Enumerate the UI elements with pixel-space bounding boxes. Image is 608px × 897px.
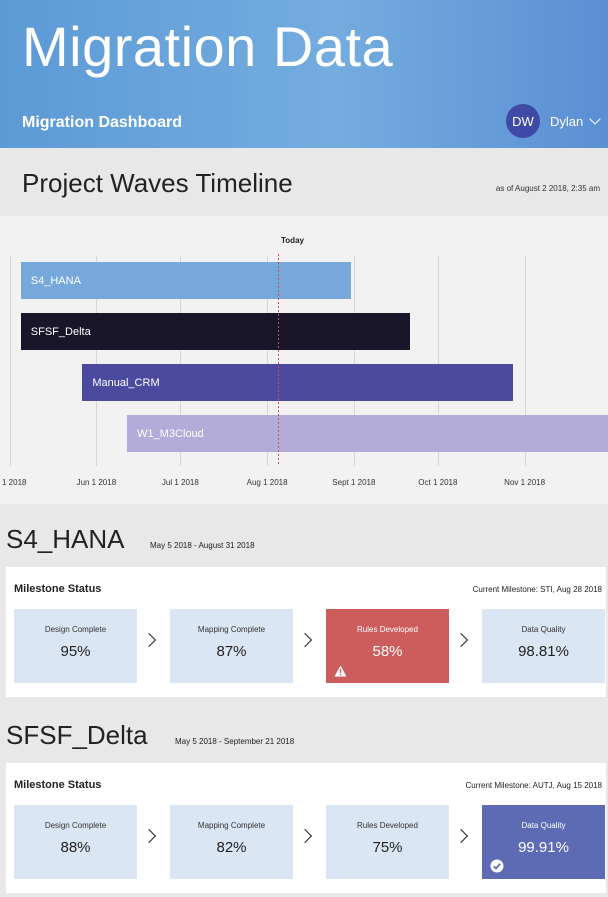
milestone-value: 82% [216, 839, 247, 856]
milestone-label: Mapping Complete [197, 625, 266, 634]
milestone-label: Mapping Complete [197, 821, 266, 830]
milestone-title: Milestone Status [14, 583, 102, 595]
milestone-value: 87% [216, 643, 247, 660]
as-of-timestamp: as of August 2 2018, 2:35 am [495, 184, 600, 193]
milestone-tile[interactable]: Mapping Complete 82% [170, 805, 293, 879]
milestone-title: Milestone Status [14, 779, 102, 791]
timeline-bar[interactable]: Manual_CRM [82, 364, 514, 401]
user-name[interactable]: Dylan [550, 113, 584, 129]
milestone-card: Milestone Status Current Milestone: AUTJ… [6, 763, 606, 893]
milestone-label: Data Quality [521, 821, 566, 830]
milestone-value: 58% [372, 643, 403, 660]
project-dates: May 5 2018 - August 31 2018 [150, 541, 255, 550]
milestone-label: Rules Developed [357, 821, 418, 830]
axis-tick-label: Jul 1 2018 [161, 478, 199, 487]
milestone-tile[interactable]: Mapping Complete 87% [170, 609, 293, 683]
axis-tick-label: Jun 1 2018 [76, 478, 117, 487]
user-menu[interactable]: DW Dylan [506, 104, 601, 138]
chevron-down-icon[interactable] [589, 112, 601, 125]
page-title: Project Waves Timeline [22, 168, 293, 198]
timeline-grid [10, 256, 526, 466]
check-circle-icon [490, 859, 504, 873]
today-label: Today [281, 236, 304, 245]
axis-tick-label: Sept 1 2018 [332, 478, 376, 487]
milestone-value: 99.91% [518, 839, 569, 856]
axis-tick-label: 1 2018 [2, 478, 27, 487]
axis-tick-label: Nov 1 2018 [504, 478, 546, 487]
project-name: SFSF_Delta [6, 720, 148, 750]
dashboard-title[interactable]: Migration Dashboard [22, 114, 183, 131]
chevron-right-icon [297, 632, 313, 648]
header-banner: Migration Data Migration Dashboard DW Dy… [0, 0, 608, 148]
chevron-right-icon [453, 632, 469, 648]
warning-icon [334, 665, 347, 677]
axis-tick-label: Aug 1 2018 [246, 478, 288, 487]
milestone-tile[interactable]: Rules Developed 58% [326, 609, 449, 683]
milestone-label: Data Quality [521, 625, 566, 634]
milestone-tile[interactable]: Design Complete 95% [14, 609, 137, 683]
timeline-bar[interactable]: W1_M3Cloud [127, 415, 608, 452]
project-dates: May 5 2018 - September 21 2018 [175, 737, 295, 746]
axis-tick-label: Oct 1 2018 [418, 478, 458, 487]
chevron-right-icon [141, 632, 157, 648]
current-milestone: Current Milestone: AUTJ, Aug 15 2018 [465, 781, 602, 790]
current-milestone: Current Milestone: STI, Aug 28 2018 [472, 585, 602, 594]
milestone-tile[interactable]: Data Quality 99.91% [482, 805, 605, 879]
milestone-label: Design Complete [44, 625, 107, 634]
milestone-label: Design Complete [44, 821, 107, 830]
milestone-tile[interactable]: Rules Developed 75% [326, 805, 449, 879]
milestone-value: 88% [60, 839, 91, 856]
timeline-bar[interactable]: S4_HANA [20, 262, 352, 299]
timeline-bar[interactable]: SFSF_Delta [20, 313, 410, 350]
milestone-label: Rules Developed [357, 625, 418, 634]
milestone-card: Milestone Status Current Milestone: STI,… [6, 567, 606, 697]
chevron-right-icon [453, 828, 469, 844]
avatar[interactable]: DW [506, 104, 540, 138]
milestone-value: 95% [60, 643, 91, 660]
chevron-right-icon [141, 828, 157, 844]
milestone-value: 75% [372, 839, 403, 856]
timeline-chart: Today 1 2018 Jun 1 2018 Jul 1 2018 Aug 1 20… [0, 216, 608, 504]
milestone-tile[interactable]: Design Complete 88% [14, 805, 137, 879]
chevron-right-icon [297, 828, 313, 844]
milestone-tile[interactable]: Data Quality 98.81% [482, 609, 605, 683]
project-name: S4_HANA [6, 524, 125, 554]
app-title: Migration Data [22, 15, 394, 78]
milestone-value: 98.81% [518, 643, 569, 660]
